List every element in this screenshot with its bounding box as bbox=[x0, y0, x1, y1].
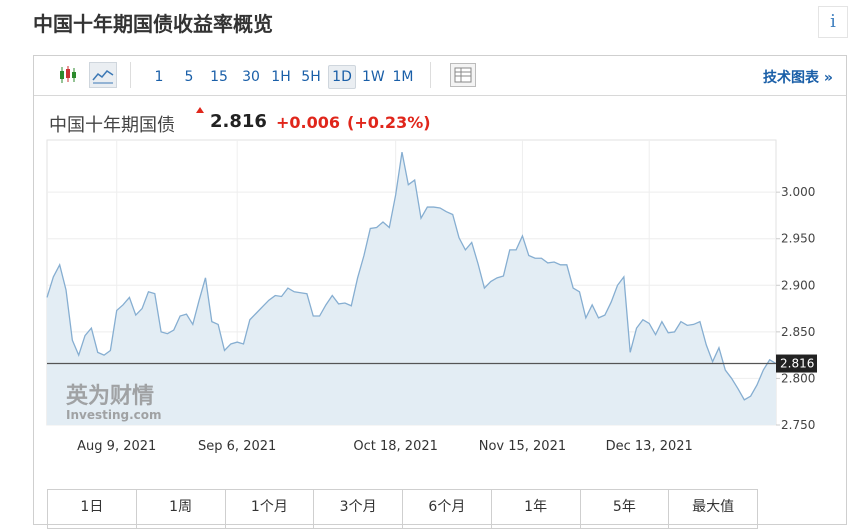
watermark-en: Investing.com bbox=[66, 408, 162, 422]
last-price: 2.816 bbox=[210, 111, 267, 132]
table-icon[interactable] bbox=[450, 63, 476, 87]
line-chart-icon[interactable] bbox=[89, 62, 117, 88]
watermark-cn: 英为财情 bbox=[66, 383, 154, 409]
watermark: 英为财情 Investing.com bbox=[66, 383, 162, 422]
range-tab[interactable]: 最大值 bbox=[692, 499, 735, 515]
x-tick-label: Nov 15, 2021 bbox=[479, 439, 566, 454]
toolbar: 1 5 15 30 1H 5H 1D 1W 1M bbox=[34, 56, 846, 96]
instrument-name: 中国十年期国债 bbox=[49, 115, 175, 136]
y-tick-label: 3.000 bbox=[781, 185, 815, 199]
range-tab[interactable]: 1周 bbox=[137, 490, 226, 528]
last-price-marker bbox=[776, 354, 817, 373]
range-tab[interactable]: 6个月 bbox=[403, 490, 492, 528]
interval-button[interactable]: 15 bbox=[210, 69, 228, 85]
x-tick-label: Aug 9, 2021 bbox=[77, 439, 156, 454]
y-tick-label: 2.850 bbox=[781, 325, 815, 339]
interval-button[interactable]: 1W bbox=[362, 69, 385, 85]
separator bbox=[130, 62, 131, 88]
last-price-label: 2.816 bbox=[780, 357, 814, 371]
separator bbox=[430, 62, 431, 88]
y-tick-label: 2.750 bbox=[781, 418, 815, 432]
up-arrow-icon bbox=[196, 107, 204, 113]
technical-chart-link[interactable]: 技术图表 » bbox=[763, 70, 833, 86]
chart: 英为财情 Investing.com 2.750 2.800 2.850 2.900 2… bbox=[46, 139, 817, 454]
y-tick-label: 2.950 bbox=[781, 232, 815, 246]
price-change: +0.006 bbox=[276, 113, 341, 132]
range-tab[interactable]: 1日 bbox=[48, 490, 137, 528]
page-title: 中国十年期国债收益率概览 bbox=[33, 12, 273, 36]
range-tab[interactable]: 5年 bbox=[581, 490, 670, 528]
interval-button[interactable]: 1M bbox=[392, 69, 414, 85]
interval-button[interactable]: 1 bbox=[154, 69, 164, 85]
price-line bbox=[46, 151, 777, 401]
x-tick-label: Dec 13, 2021 bbox=[606, 439, 693, 454]
range-tabs: 1日 1周 1个月 3个月 6个月 1年 5年 最大值 bbox=[47, 489, 758, 529]
interval-button[interactable]: 30 bbox=[242, 69, 260, 85]
x-tick-label: Sep 6, 2021 bbox=[198, 439, 276, 454]
range-tab[interactable]: 1年 bbox=[492, 490, 581, 528]
interval-button[interactable]: 5 bbox=[184, 69, 194, 85]
area-fill bbox=[47, 152, 776, 426]
interval-button[interactable]: 1D bbox=[328, 65, 356, 89]
candlestick-icon[interactable] bbox=[56, 64, 80, 86]
range-tab[interactable]: 1个月 bbox=[226, 490, 315, 528]
price-change-percent: (+0.23%) bbox=[347, 113, 431, 132]
y-tick-label: 2.900 bbox=[781, 278, 815, 292]
interval-button[interactable]: 5H bbox=[301, 69, 321, 85]
interval-button[interactable]: 1H bbox=[271, 69, 291, 85]
x-tick-label: Oct 18, 2021 bbox=[353, 439, 438, 454]
info-button[interactable]: i bbox=[818, 6, 848, 38]
y-tick-label: 2.800 bbox=[781, 371, 815, 385]
range-tab[interactable]: 3个月 bbox=[314, 490, 403, 528]
